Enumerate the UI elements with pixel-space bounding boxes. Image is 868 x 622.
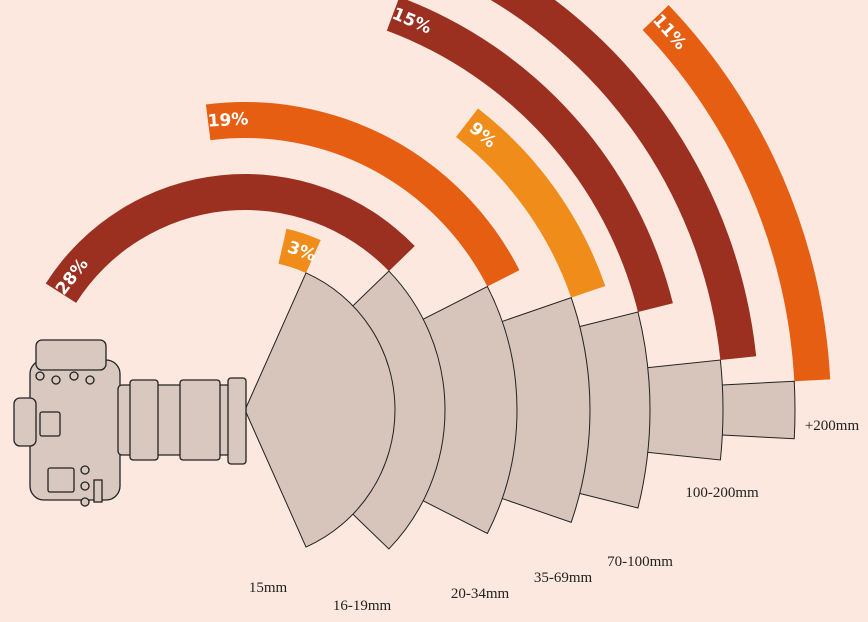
- category-label: 100-200mm: [685, 485, 759, 501]
- camera: [13, 339, 247, 507]
- share-band: [386, 0, 673, 313]
- category-label: 16-19mm: [333, 598, 392, 614]
- value-label: 19%: [207, 109, 249, 131]
- share-band: [45, 174, 415, 303]
- category-label: 20-34mm: [451, 586, 510, 602]
- category-label: 35-69mm: [534, 570, 593, 586]
- lens-wedge: [244, 272, 396, 548]
- category-label: 15mm: [249, 580, 288, 596]
- share-band: [642, 5, 831, 382]
- share-band: [278, 228, 321, 273]
- share-band: [455, 108, 606, 298]
- share-band: [205, 102, 520, 287]
- category-label: +200mm: [805, 418, 860, 434]
- share-band: [490, 0, 757, 361]
- category-label: 70-100mm: [607, 554, 673, 570]
